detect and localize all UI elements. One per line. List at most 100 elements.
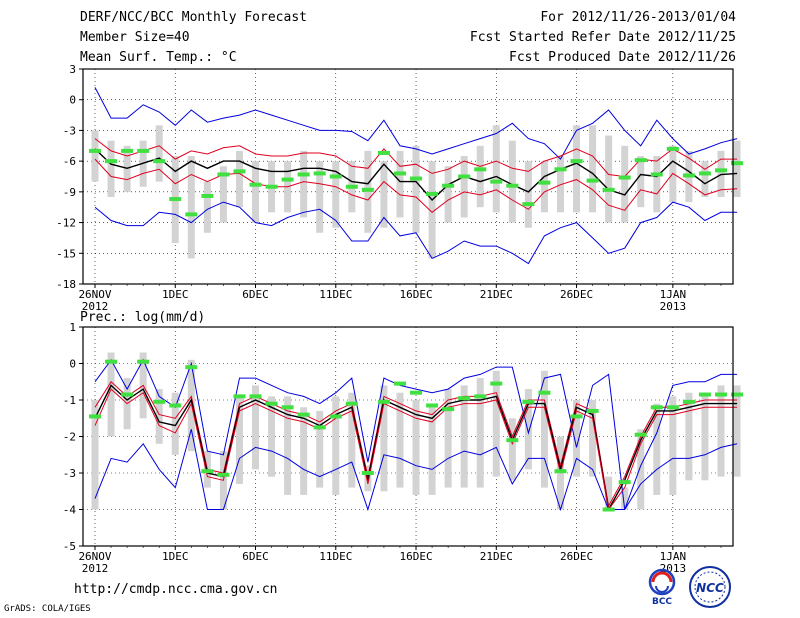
temp-ytick-label: -9 [63, 186, 76, 199]
temp-spread-bar [316, 161, 324, 233]
temp-spread-bar [460, 156, 468, 218]
prec-spread-bar [733, 385, 741, 477]
prec-series-max [94, 358, 738, 510]
temp-member-marker [153, 159, 166, 164]
temp-member-marker [618, 175, 631, 180]
temp-member-marker [506, 183, 519, 188]
prec-spread-bar [476, 378, 484, 488]
prec-spread-bar [91, 400, 99, 510]
temp-spread-bar [524, 161, 532, 228]
temp-member-marker [554, 167, 567, 172]
temp-ytick-label: -3 [63, 124, 76, 137]
temp-member-marker [538, 180, 551, 185]
prec-member-marker [458, 396, 471, 401]
temp-spread-bar [653, 156, 661, 213]
prec-spread-bar [235, 396, 243, 484]
temp-ytick-label: -18 [56, 278, 76, 291]
temp-series-mean [94, 148, 738, 202]
prec-member-marker [666, 405, 679, 410]
prec-plot-frame [82, 326, 734, 547]
temp-spread-bar [556, 156, 564, 213]
prec-member-marker [682, 399, 695, 404]
temp-member-marker [682, 173, 695, 178]
temp-member-marker [426, 191, 439, 196]
prec-spread-bar [380, 385, 388, 492]
prec-member-marker [281, 405, 294, 410]
temp-spread-bar [380, 161, 388, 228]
prec-member-marker [377, 399, 390, 404]
temp-member-marker [249, 182, 262, 187]
prec-xtick-label: 26NOV [78, 550, 111, 563]
temp-xtick-label: 1JAN [660, 288, 687, 301]
prec-member-marker [522, 399, 535, 404]
temp-ytick-label: -12 [56, 217, 76, 230]
prec-member-marker [105, 359, 118, 364]
prec-spread-bar [444, 389, 452, 488]
prec-spread-bar [621, 487, 629, 510]
prec-member-marker [265, 401, 278, 406]
prec-member-marker [698, 392, 711, 397]
temp-plot-frame [82, 68, 734, 285]
prec-member-marker [570, 414, 583, 419]
temp-member-marker [137, 148, 150, 153]
temp-ytick-label: 3 [69, 63, 76, 76]
temp-spread-bar [300, 150, 308, 218]
header-left: DERF/NCC/BCC Monthly Forecast Member Siz… [80, 10, 307, 70]
temp-member-marker [345, 184, 358, 189]
prec-spread-bar [589, 400, 597, 477]
prec-spread-bar [268, 396, 276, 477]
temp-spread-bar [573, 125, 581, 213]
prec-member-marker [233, 394, 246, 399]
temp-member-marker [281, 177, 294, 182]
member-size-label: Member Size=40 [80, 30, 190, 45]
prec-spread-bar [637, 429, 645, 510]
prec-member-marker [618, 480, 631, 485]
prec-member-marker [506, 438, 519, 443]
temp-member-marker [410, 176, 423, 181]
forecast-period: For 2012/11/26-2013/01/04 [540, 10, 736, 25]
prec-spread-bar [605, 476, 613, 510]
prec-xtick-label: 1DEC [162, 550, 189, 563]
prec-member-marker [217, 472, 230, 477]
prec-spread-bar [107, 352, 115, 437]
prec-member-marker [602, 507, 615, 512]
prec-member-marker [731, 392, 744, 397]
temp-xtick-year-label: 2013 [660, 300, 687, 313]
prec-spread-bar [540, 370, 548, 488]
temp-member-marker [297, 172, 310, 177]
prec-member-marker [169, 403, 182, 408]
temp-series-mean-plus-std [94, 138, 738, 178]
prec-spread-bar [685, 392, 693, 481]
temp-xtick-year-label: 2012 [82, 300, 109, 313]
temp-member-marker [89, 148, 101, 153]
prec-spread-bar [252, 385, 260, 470]
prec-series-mean-minus-std [94, 388, 738, 511]
prec-member-marker [153, 399, 166, 404]
prec-spread-bar [653, 403, 661, 495]
temp-spread-bar [364, 150, 372, 233]
source-url[interactable]: http://cmdp.ncc.cma.gov.cn [74, 582, 278, 597]
temp-spread-bar [621, 145, 629, 223]
temp-xtick-label: 16DEC [399, 288, 432, 301]
temp-series-min [94, 201, 738, 265]
temp-spread-bar [203, 181, 211, 233]
temp-spread-bar [155, 125, 163, 182]
prec-panel-title: Prec.: log(mm/d) [80, 310, 205, 325]
temp-xtick-label: 21DEC [480, 288, 513, 301]
prec-spread-bar [508, 418, 516, 481]
prec-member-marker [650, 405, 663, 410]
temp-spread-bar [428, 161, 436, 259]
prec-member-marker [538, 390, 551, 395]
prec-member-marker [634, 432, 647, 437]
prec-member-marker [554, 469, 567, 474]
temp-member-marker [393, 171, 406, 176]
produced-date: Fcst Produced Date 2012/11/26 [509, 50, 736, 65]
prec-series-mean-plus-std [94, 381, 738, 508]
prec-member-marker [329, 414, 342, 419]
temp-member-marker [586, 178, 599, 183]
temp-spread-bar [589, 125, 597, 213]
temp-xtick-label: 1DEC [162, 288, 189, 301]
temp-spread-bar [540, 161, 548, 213]
temp-spread-bar [637, 156, 645, 208]
temp-member-marker [185, 212, 198, 217]
